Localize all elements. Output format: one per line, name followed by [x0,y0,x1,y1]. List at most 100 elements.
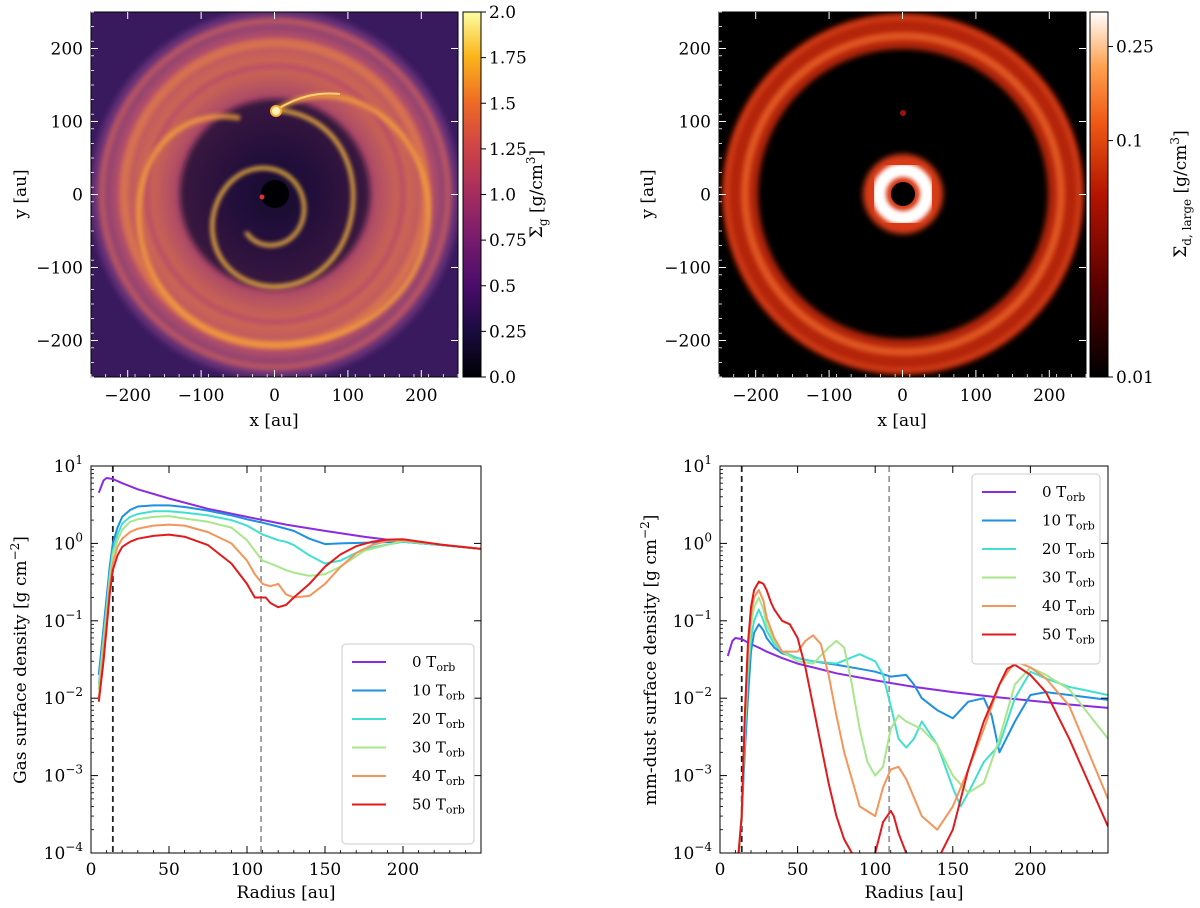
x-tick-label: 200 [1033,386,1065,406]
dust-map-panel: −200 −100 0 100 200 −200 −100 0 100 200 x [au] y … [638,11,1194,431]
dust-colorbar-label: Σd, large [g/cm3] [1168,130,1194,257]
x-tick-label: 0 [269,386,280,406]
series-line [737,623,1108,853]
y-tick-label: 10−2 [673,685,712,709]
dust-profile-lines [726,466,1108,853]
gas-map-panel: −200 −100 0 100 200 −200 −100 0 100 200 x [au] y … [11,3,550,431]
y-tick-label: 0 [700,186,711,206]
x-tick-label: 100 [960,386,992,406]
gas-map-axes: −200 −100 0 100 200 −200 −100 0 100 200 [36,11,459,406]
y-tick-label: 10−3 [673,763,712,787]
x-tick-label: 0 [897,386,908,406]
legend-label: 0 Torb [412,653,455,674]
gas-profile-ylabel: Gas surface density [g cm−2] [8,536,31,784]
y-tick-label: 100 [51,113,83,133]
series-line [97,477,481,550]
dust-colorbar-ticks: 0.01 0.1 0.25 [1108,38,1154,388]
y-tick-label: 10−4 [44,840,84,864]
gas-profile-legend: 0 Torb 10 Torb 20 Torb 30 Torb 40 Torb 50 Tor… [341,643,475,845]
gas-colorbar-label: Σg [g/cm3] [524,150,550,238]
colorbar-tick-label: 1.25 [489,140,527,160]
legend-label: 50 Torb [1042,626,1095,647]
colorbar-tick-label: 0.0 [489,368,516,388]
colorbar-tick-label: 0.5 [489,277,516,297]
y-tick-label: 10−1 [673,608,712,632]
x-tick-label: 200 [387,860,419,880]
y-tick-label: 101 [683,453,712,477]
legend-label: 30 Torb [412,739,465,760]
x-tick-label: −100 [806,386,853,406]
gas-map-xlabel: x [au] [249,411,298,431]
y-tick-label: 10−3 [44,763,83,787]
x-tick-label: 200 [1014,860,1046,880]
y-tick-label: 0 [72,186,83,206]
x-tick-label: 150 [309,860,341,880]
gas-colorbar [462,11,482,378]
x-tick-label: 100 [332,386,364,406]
series-line [97,523,481,699]
series-line [97,504,481,676]
legend-label: 0 Torb [1042,483,1085,504]
gas-map-ylabel: y [au] [11,169,31,219]
x-tick-label: 0 [86,860,97,880]
gas-profile-lines [97,466,481,853]
colorbar-tick-label: 2.0 [489,3,516,23]
colorbar-tick-label: 0.75 [489,231,527,251]
y-tick-label: 200 [51,40,83,60]
x-tick-label: 50 [158,860,180,880]
legend-label: 10 Torb [1042,512,1095,533]
colorbar-tick-label: 0.01 [1116,368,1154,388]
colorbar-tick-label: 1.0 [489,186,516,206]
gas-profile-xlabel: Radius [au] [236,883,335,903]
gas-map-image [91,12,458,377]
y-tick-label: 10−4 [673,840,713,864]
planet-marker [270,105,282,117]
series-line [97,515,481,690]
y-tick-label: −100 [664,259,711,279]
dust-profile-ylabel: mm-dust surface density [g cm−2] [638,515,661,806]
colorbar-tick-label: 1.75 [489,49,527,69]
colorbar-tick-label: 1.5 [489,94,516,114]
y-tick-label: 100 [683,530,712,554]
series-line [737,580,1108,853]
y-tick-label: 101 [54,453,83,477]
colorbar-tick-label: 0.25 [1116,38,1154,58]
gas-colorbar-ticks: 0.0 0.25 0.5 0.75 1.0 1.25 1.5 1.75 2.0 [481,3,527,388]
y-tick-label: 10−2 [44,685,83,709]
y-tick-label: 10−1 [44,608,83,632]
legend-label: 40 Torb [412,767,465,788]
x-tick-label: 100 [231,860,263,880]
legend-label: 50 Torb [412,796,465,817]
y-tick-label: 200 [679,40,711,60]
x-tick-label: −200 [104,386,151,406]
dust-colorbar [1089,11,1109,378]
y-tick-label: −200 [36,332,83,352]
y-tick-label: 100 [679,113,711,133]
x-tick-label: −100 [178,386,225,406]
y-tick-label: 100 [54,530,83,554]
series-line [737,596,1108,853]
series-line [737,589,1108,853]
dust-map-xlabel: x [au] [877,411,926,431]
dust-profile-legend: 0 Torb 10 Torb 20 Torb 30 Torb 40 Torb 50 Tor… [971,473,1101,665]
x-tick-label: 100 [859,860,891,880]
colorbar-tick-label: 0.1 [1116,132,1143,152]
dust-map-image [719,12,1086,377]
x-tick-label: −200 [732,386,779,406]
dust-profile-axes: 0 50 100 150 200 10−4 10−3 10−2 10−1 100 101 [673,453,1108,880]
x-tick-label: 200 [405,386,437,406]
legend-label: 40 Torb [1042,597,1095,618]
gas-profile-axes: 0 50 100 150 200 10−4 10−3 10−2 10−1 100 101 [44,453,481,880]
dust-map-ylabel: y [au] [638,169,658,219]
legend-label: 20 Torb [1042,540,1095,561]
gas-profile-panel: 0 50 100 150 200 10−4 10−3 10−2 10−1 100 101 Radiu… [8,453,482,903]
star-marker [259,194,265,200]
y-tick-label: −200 [664,332,711,352]
x-tick-label: 50 [787,860,809,880]
x-tick-label: 0 [715,860,726,880]
legend-label: 30 Torb [1042,569,1095,590]
dust-map-axes: −200 −100 0 100 200 −200 −100 0 100 200 [664,11,1087,406]
x-tick-label: 150 [937,860,969,880]
series-line [97,510,481,685]
